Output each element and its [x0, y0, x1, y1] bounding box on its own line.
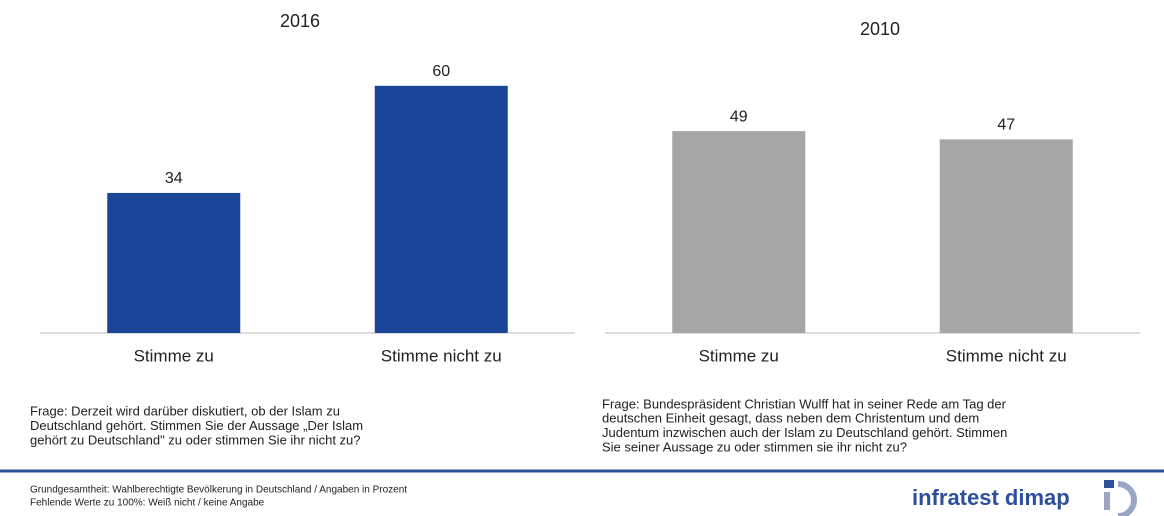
- bar: [939, 139, 1073, 333]
- value-label: 47: [997, 117, 1015, 134]
- x-tick-label: Stimme zu: [699, 346, 779, 365]
- value-label: 60: [432, 63, 450, 80]
- value-label: 49: [730, 108, 748, 125]
- bar: [374, 85, 508, 333]
- question-line: Deutschland gehört. Stimmen Sie der Auss…: [30, 418, 363, 433]
- brand: infratest dimap: [912, 485, 1070, 510]
- bar: [107, 192, 241, 333]
- bar: [672, 131, 806, 333]
- question-line: gehört zu Deutschland" zu oder stimmen S…: [30, 432, 361, 447]
- footer-line: Grundgesamtheit: Wahlberechtigte Bevölke…: [30, 485, 407, 496]
- x-tick-label: Stimme zu: [134, 346, 214, 365]
- x-tick-label: Stimme nicht zu: [946, 346, 1067, 365]
- question-line: Judentum inzwischen auch der Islam zu De…: [602, 425, 1007, 440]
- question-line: Frage: Bundespräsident Christian Wulff h…: [602, 396, 1007, 411]
- chart-title: 2016: [280, 11, 320, 31]
- chart-title: 2010: [860, 19, 900, 39]
- value-label: 34: [165, 170, 183, 187]
- x-tick-label: Stimme nicht zu: [381, 346, 502, 365]
- question-line: Frage: Derzeit wird darüber diskutiert, …: [30, 403, 340, 418]
- footer-line: Fehlende Werte zu 100%: Weiß nicht / kei…: [30, 498, 265, 509]
- logo: [1104, 480, 1137, 516]
- question-line: Sie seiner Aussage zu oder stimmen sie i…: [602, 439, 907, 454]
- question-line: deutschen Einheit gesagt, dass neben dem…: [602, 411, 979, 426]
